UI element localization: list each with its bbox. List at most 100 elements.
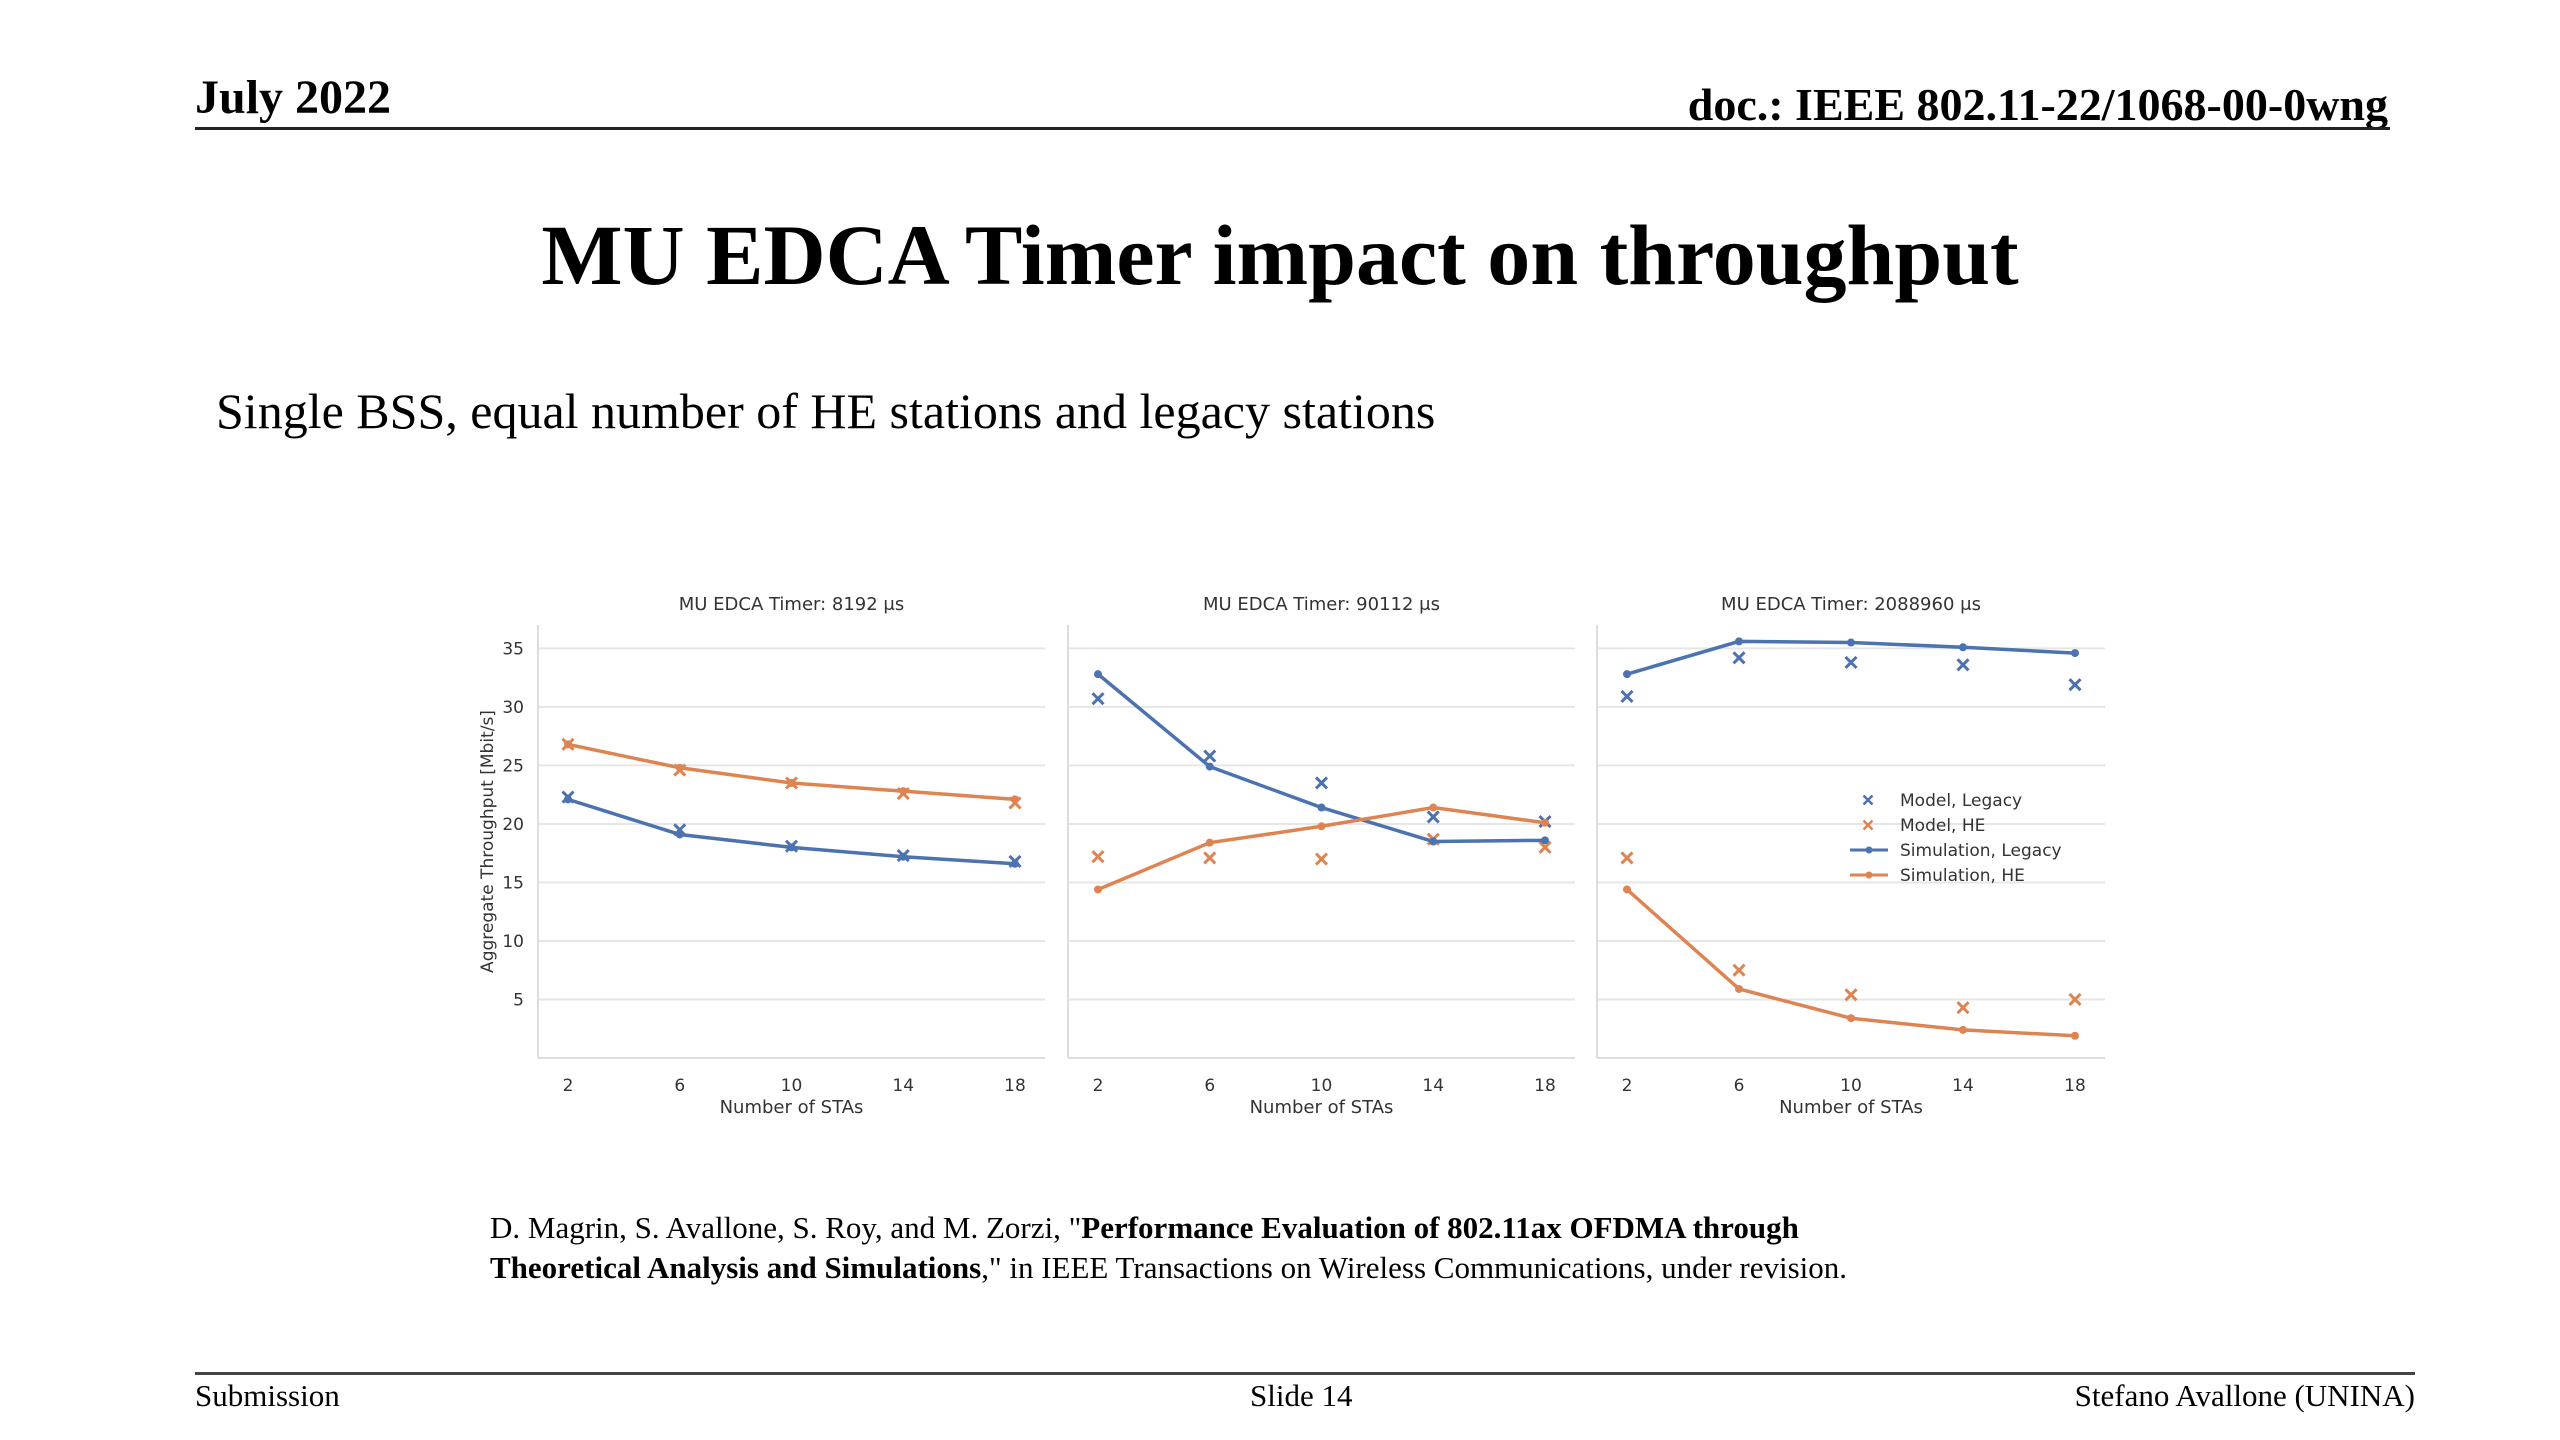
reference-authors: D. Magrin, S. Avallone, S. Roy, and M. Z… [490, 1210, 1082, 1245]
slide-title: MU EDCA Timer impact on throughput [541, 207, 2019, 303]
series-line [567, 797, 1016, 866]
marker-stroke [1314, 852, 1329, 866]
model-marker [1314, 776, 1329, 790]
model-marker [1203, 749, 1217, 763]
x-tick-label: 2 [1093, 1076, 1104, 1096]
x-tick-label: 14 [1422, 1076, 1444, 1096]
chart-legend: Model, Legacy Model, HE Simulation, Legacy… [1850, 791, 2062, 886]
marker-stroke [1732, 963, 1746, 977]
model-marker [2068, 678, 2082, 692]
y-tick-label: 30 [502, 698, 524, 718]
model-marker [1844, 988, 1858, 1002]
legend-point [1865, 871, 1873, 879]
footer-slide-number: Slide 14 [1250, 1378, 1353, 1413]
legend-label: Simulation, HE [1900, 866, 2025, 886]
marker-stroke [1091, 850, 1105, 864]
series-point [2071, 1031, 2079, 1040]
marker-stroke [1203, 851, 1217, 865]
series-point [1011, 859, 1019, 868]
series-point [1735, 637, 1743, 646]
model-marker [1844, 655, 1858, 670]
chart-title: MU EDCA Timer: 90112 μs [1203, 594, 1440, 615]
series-point [1317, 822, 1326, 831]
x-tick-label: 10 [781, 1076, 803, 1096]
reference-citation: D. Magrin, S. Avallone, S. Roy, and M. Z… [490, 1208, 2190, 1288]
footer-submission: Submission [195, 1378, 340, 1413]
x-axis-label: Number of STAs [1250, 1097, 1394, 1118]
series-point [1429, 803, 1438, 812]
model-marker [1956, 658, 1970, 672]
series-point [899, 852, 908, 861]
marker-stroke [1956, 658, 1970, 672]
series-point [787, 778, 796, 787]
model-marker [1426, 810, 1440, 824]
series-point [1623, 885, 1631, 894]
x-tick-label: 2 [563, 1076, 574, 1096]
legend-point [1865, 846, 1873, 854]
model-marker [1203, 851, 1217, 865]
marker-stroke [1091, 692, 1105, 706]
model-marker [1732, 963, 1746, 977]
series-point [564, 740, 572, 749]
series-point [1094, 885, 1102, 894]
marker-stroke [2068, 992, 2082, 1007]
marker-stroke [1426, 810, 1440, 824]
x-tick-label: 14 [892, 1076, 914, 1096]
legend-label: Model, Legacy [1900, 791, 2022, 811]
series-point [1429, 837, 1438, 846]
reference-title: Performance Evaluation of 802.11ax OFDMA… [1081, 1210, 1799, 1245]
series-point [1541, 818, 1549, 827]
series-line [1096, 672, 1546, 844]
x-axis-label: Number of STAs [1779, 1097, 1923, 1118]
marker-stroke [1314, 776, 1329, 790]
reference-venue: ," in IEEE Transactions on Wireless Comm… [981, 1250, 1848, 1285]
y-tick-label: 25 [502, 756, 524, 776]
marker-stroke [1203, 749, 1217, 763]
x-tick-label: 18 [2064, 1076, 2086, 1096]
footer-author: Stefano Avallone (UNINA) [2074, 1378, 2415, 1413]
y-tick-label: 10 [502, 932, 524, 952]
series-point [1094, 670, 1102, 679]
series-point [675, 830, 684, 839]
chart-panel-1: 5 10 15 20 25 30 35 Aggregate Throughput [Mbit/… [478, 594, 1045, 1118]
series-point [899, 787, 908, 796]
series-point [1847, 638, 1855, 647]
series-line [1625, 888, 2076, 1038]
legend-label: Model, HE [1900, 816, 1985, 836]
series-point [1205, 838, 1214, 847]
marker-stroke [1844, 655, 1858, 670]
model-marker [1956, 1001, 1970, 1015]
model-marker [1620, 689, 1634, 703]
x-axis-label: Number of STAs [720, 1097, 864, 1118]
series-point [1735, 984, 1743, 993]
x-tick-label: 6 [1734, 1076, 1745, 1096]
series-point [787, 843, 796, 852]
model-marker [1091, 692, 1105, 706]
model-marker [1538, 840, 1552, 854]
series-point [1959, 643, 1967, 652]
footer-rule [195, 1372, 2415, 1375]
marker-stroke [1844, 988, 1858, 1002]
marker-stroke [1538, 840, 1552, 854]
series-point [675, 763, 684, 772]
series-point [1623, 670, 1631, 679]
chart-title: MU EDCA Timer: 2088960 μs [1721, 594, 1981, 615]
model-marker [1732, 651, 1746, 665]
chart-title: MU EDCA Timer: 8192 μs [679, 594, 905, 615]
marker-stroke [1956, 1001, 1970, 1015]
model-marker [1314, 852, 1329, 866]
marker-stroke [1620, 689, 1634, 703]
x-tick-label: 18 [1004, 1076, 1026, 1096]
x-tick-label: 6 [1204, 1076, 1215, 1096]
y-tick-label: 20 [502, 815, 524, 835]
header-rule [195, 127, 2390, 130]
x-tick-label: 14 [1952, 1076, 1974, 1096]
legend-label: Simulation, Legacy [1900, 841, 2062, 861]
series-line [1097, 805, 1546, 892]
legend-marker [1862, 819, 1874, 831]
x-tick-label: 10 [1840, 1076, 1862, 1096]
legend-marker [1862, 794, 1874, 806]
series-line [567, 742, 1016, 802]
slide-subtitle: Single BSS, equal number of HE stations … [216, 383, 1436, 439]
marker-stroke [2068, 678, 2082, 692]
